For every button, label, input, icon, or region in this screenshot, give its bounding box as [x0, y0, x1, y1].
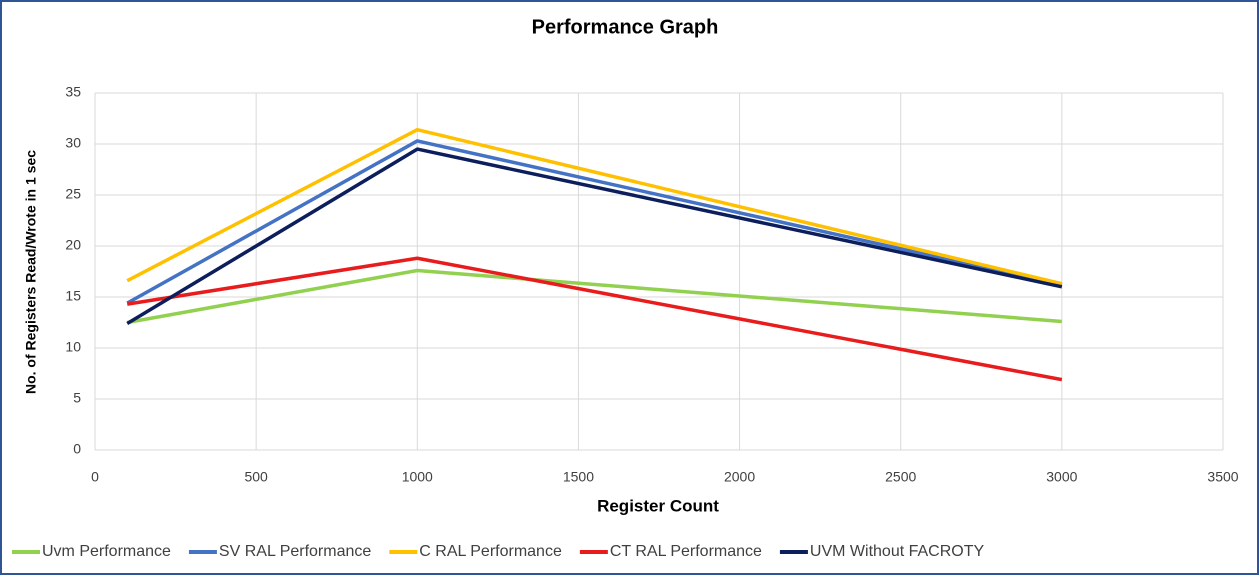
y-tick-label: 30 [65, 135, 81, 151]
legend-label: CT RAL Performance [610, 543, 762, 560]
legend-label: C RAL Performance [419, 543, 562, 560]
x-tick-label: 0 [91, 469, 99, 485]
x-axis-label: Register Count [597, 496, 719, 515]
x-tick-label: 1500 [563, 469, 594, 485]
legend-label: SV RAL Performance [219, 543, 371, 560]
series-line [126, 127, 1063, 286]
y-tick-label: 15 [65, 288, 81, 304]
legend-label: UVM Without FACROTY [810, 543, 985, 560]
y-axis-label: No. of Registers Read/Wrote in 1 sec [23, 150, 39, 394]
x-tick-label: 2000 [724, 469, 755, 485]
series-line [126, 147, 1063, 326]
y-tick-label: 35 [65, 84, 81, 100]
series-line [126, 139, 1063, 305]
series-line [126, 256, 1063, 382]
x-tick-label: 3000 [1046, 469, 1077, 485]
y-tick-label: 10 [65, 339, 81, 355]
y-tick-label: 5 [73, 390, 81, 406]
chart-title: Performance Graph [532, 16, 719, 38]
x-tick-label: 500 [244, 469, 268, 485]
series-line [126, 268, 1062, 325]
legend-label: Uvm Performance [42, 543, 171, 560]
y-tick-label: 25 [65, 186, 81, 202]
y-tick-label: 20 [65, 237, 81, 253]
x-tick-label: 2500 [885, 469, 916, 485]
x-tick-label: 1000 [402, 469, 433, 485]
y-tick-label: 0 [73, 441, 81, 457]
x-tick-label: 3500 [1207, 469, 1238, 485]
